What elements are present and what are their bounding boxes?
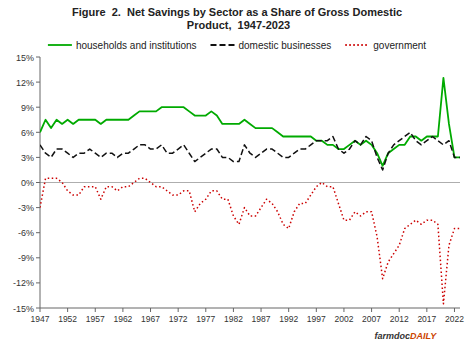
x-tick bbox=[40, 308, 41, 312]
y-tick-label: -12% bbox=[13, 278, 34, 288]
y-tick bbox=[36, 282, 40, 283]
watermark: farmdoc bbox=[374, 331, 410, 341]
y-tick-label: -3% bbox=[18, 203, 34, 213]
series-line bbox=[40, 132, 460, 170]
legend-item: households and institutions bbox=[48, 40, 197, 51]
x-tick bbox=[205, 308, 206, 312]
y-tick bbox=[36, 182, 40, 183]
legend-item: domestic businesses bbox=[211, 40, 332, 51]
x-tick-label: 1962 bbox=[113, 314, 132, 324]
x-tick-label: 2007 bbox=[362, 314, 381, 324]
x-tick bbox=[95, 308, 96, 312]
title-line: Product, 1947-2023 bbox=[184, 19, 290, 31]
y-axis: -15% -12% -9% -6% -3% 0% 3% 6% 9% 12% 15% bbox=[13, 53, 460, 314]
legend-label: households and institutions bbox=[76, 40, 197, 51]
x-tick bbox=[261, 308, 262, 312]
y-tick bbox=[36, 257, 40, 258]
y-axis-line bbox=[40, 57, 41, 308]
legend-swatch bbox=[345, 44, 369, 46]
x-tick-label: 1967 bbox=[141, 314, 160, 324]
x-axis: 1947 1952 1957 1962 1967 1972 1977 1982 1987 1992… bbox=[31, 308, 465, 324]
y-tick bbox=[36, 57, 40, 58]
legend-item: government bbox=[345, 40, 426, 51]
y-tick bbox=[36, 232, 40, 233]
legend-swatch bbox=[211, 44, 235, 46]
legend: households and institutions domestic busi… bbox=[48, 40, 426, 51]
y-tick-label: 6% bbox=[21, 128, 34, 138]
x-tick-label: 1972 bbox=[169, 314, 188, 324]
x-tick-label: 2022 bbox=[445, 314, 464, 324]
x-tick bbox=[150, 308, 151, 312]
y-tick-label: 15% bbox=[16, 53, 34, 63]
legend-swatch bbox=[48, 44, 72, 46]
title: Figure 2. Net Savings by Sector as a Sha… bbox=[72, 6, 402, 31]
x-tick-label: 2012 bbox=[390, 314, 409, 324]
x-tick bbox=[288, 308, 289, 312]
x-tick-label: 1977 bbox=[196, 314, 215, 324]
plot-area bbox=[40, 78, 460, 304]
title-line: Figure 2. Net Savings by Sector as a Sha… bbox=[72, 6, 402, 18]
x-tick bbox=[399, 308, 400, 312]
x-tick-label: 1992 bbox=[279, 314, 298, 324]
x-tick bbox=[426, 308, 427, 312]
x-tick-label: 1982 bbox=[224, 314, 243, 324]
x-tick bbox=[343, 308, 344, 312]
y-tick-label: -6% bbox=[18, 228, 34, 238]
x-tick bbox=[122, 308, 123, 312]
legend-label: government bbox=[373, 40, 426, 51]
y-tick-label: 12% bbox=[16, 78, 34, 88]
y-tick-label: 9% bbox=[21, 103, 34, 113]
x-tick bbox=[454, 308, 455, 312]
y-tick bbox=[36, 157, 40, 158]
x-tick-label: 1952 bbox=[58, 314, 77, 324]
y-tick bbox=[36, 207, 40, 208]
x-tick-label: 1947 bbox=[31, 314, 50, 324]
chart: Figure 2. Net Savings by Sector as a Sha… bbox=[0, 0, 474, 344]
x-tick-label: 2002 bbox=[334, 314, 353, 324]
series-line bbox=[40, 178, 460, 304]
x-tick bbox=[233, 308, 234, 312]
y-tick-label: -15% bbox=[13, 304, 34, 314]
y-tick bbox=[36, 107, 40, 108]
y-tick-label: 3% bbox=[21, 153, 34, 163]
y-tick-label: 0% bbox=[21, 178, 34, 188]
x-tick bbox=[178, 308, 179, 312]
x-tick bbox=[316, 308, 317, 312]
x-tick bbox=[67, 308, 68, 312]
legend-label: domestic businesses bbox=[239, 40, 332, 51]
y-tick bbox=[36, 132, 40, 133]
y-tick-label: -9% bbox=[18, 253, 34, 263]
zero-line bbox=[40, 182, 460, 183]
x-tick bbox=[371, 308, 372, 312]
x-tick-label: 1997 bbox=[307, 314, 326, 324]
watermark: DAILY bbox=[410, 331, 437, 341]
y-tick bbox=[36, 82, 40, 83]
x-tick-label: 1987 bbox=[252, 314, 271, 324]
x-tick-label: 2017 bbox=[417, 314, 436, 324]
x-tick-label: 1957 bbox=[86, 314, 105, 324]
y-tick bbox=[36, 308, 40, 309]
x-axis-line bbox=[40, 308, 460, 309]
